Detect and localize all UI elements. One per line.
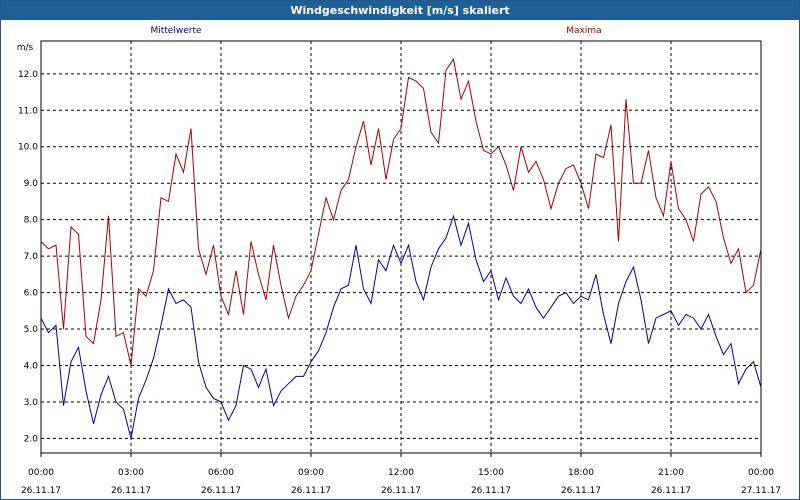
- series-label-mittelwerte: Mittelwerte: [150, 26, 201, 36]
- series-line-maxima: [40, 57, 762, 366]
- y-tick-label: 9.0: [24, 179, 39, 189]
- x-tick-date-label: 26.11.17: [471, 486, 511, 496]
- series-label-maxima: Maxima: [566, 26, 601, 36]
- x-tick-date-label: 26.11.17: [381, 486, 421, 496]
- y-tick-label: 8.0: [24, 216, 39, 226]
- x-tick-time-label: 21:00: [658, 468, 684, 478]
- x-tick-date-label: 26.11.17: [651, 486, 691, 496]
- x-tick-date-label: 26.11.17: [111, 486, 151, 496]
- x-tick-date-label: 26.11.17: [201, 486, 241, 496]
- window-title: Windgeschwindigkeit [m/s] skaliert: [1, 1, 799, 20]
- x-tick-time-label: 15:00: [478, 468, 504, 478]
- x-tick-date-label: 26.11.17: [291, 486, 331, 496]
- y-tick-label: 2.0: [24, 434, 39, 444]
- y-tick-label: 4.0: [24, 361, 39, 371]
- y-tick-label: 7.0: [24, 252, 39, 262]
- x-tick-time-label: 12:00: [388, 468, 414, 478]
- x-tick-date-label: 27.11.17: [741, 486, 781, 496]
- y-tick-label: 5.0: [24, 325, 39, 335]
- series-line-mittelwerte: [40, 214, 762, 439]
- y-tick-label: 3.0: [24, 398, 39, 408]
- x-tick-date-label: 26.11.17: [21, 486, 61, 496]
- y-axis-label: m/s: [17, 43, 34, 53]
- y-tick-label: 11.0: [18, 106, 38, 116]
- wind-speed-chart: 2.0 3.0 4.0 5.0 6.0 7.0 8.0 9.0 10.0 11.0 12.0 00:0…: [17, 26, 781, 496]
- x-tick-time-label: 09:00: [298, 468, 324, 478]
- x-tick-time-label: 18:00: [568, 468, 594, 478]
- x-tick-time-label: 00:00: [28, 468, 54, 478]
- x-tick-time-label: 03:00: [118, 468, 144, 478]
- y-tick-label: 12.0: [18, 70, 38, 80]
- x-tick-date-label: 26.11.17: [561, 486, 601, 496]
- x-tick-time-label: 06:00: [208, 468, 234, 478]
- x-tick-time-label: 00:00: [748, 468, 774, 478]
- y-tick-label: 10.0: [18, 143, 38, 153]
- y-tick-label: 6.0: [24, 289, 39, 299]
